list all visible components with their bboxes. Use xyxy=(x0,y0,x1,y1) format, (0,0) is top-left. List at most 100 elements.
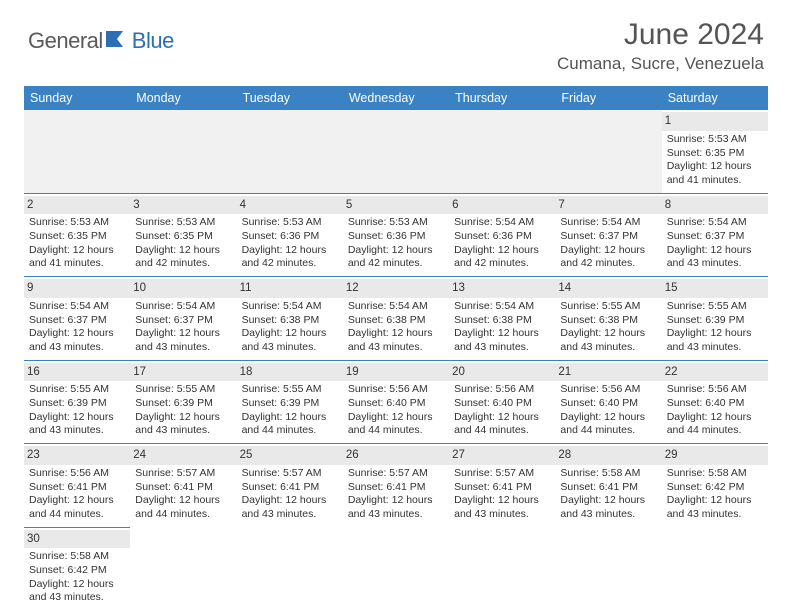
day-number: 4 xyxy=(237,196,343,215)
day-number: 29 xyxy=(662,446,768,465)
daylight-line: Daylight: 12 hours and 43 minutes. xyxy=(29,578,125,605)
sunset-line: Sunset: 6:40 PM xyxy=(667,397,763,411)
daylight-line: Daylight: 12 hours and 41 minutes. xyxy=(29,244,125,271)
sunset-line: Sunset: 6:35 PM xyxy=(135,230,231,244)
empty-cell xyxy=(24,110,130,193)
sunset-line: Sunset: 6:41 PM xyxy=(454,481,550,495)
day-number: 16 xyxy=(24,363,130,382)
daylight-line: Daylight: 12 hours and 43 minutes. xyxy=(242,494,338,521)
daylight-line: Daylight: 12 hours and 44 minutes. xyxy=(135,494,231,521)
sunrise-line: Sunrise: 5:56 AM xyxy=(348,383,444,397)
sunrise-line: Sunrise: 5:55 AM xyxy=(242,383,338,397)
daylight-line: Daylight: 12 hours and 43 minutes. xyxy=(135,327,231,354)
empty-cell xyxy=(343,527,449,610)
brand-logo: General Blue xyxy=(28,28,174,54)
day-number: 3 xyxy=(130,196,236,215)
day-cell: 9Sunrise: 5:54 AMSunset: 6:37 PMDaylight… xyxy=(24,277,130,361)
sunrise-line: Sunrise: 5:53 AM xyxy=(348,216,444,230)
flag-icon xyxy=(105,29,131,54)
weekday-header: Sunday xyxy=(24,86,130,110)
sunrise-line: Sunrise: 5:57 AM xyxy=(348,467,444,481)
weekday-header: Thursday xyxy=(449,86,555,110)
day-number: 30 xyxy=(24,530,130,549)
sunset-line: Sunset: 6:41 PM xyxy=(560,481,656,495)
day-number: 6 xyxy=(449,196,555,215)
day-number: 2 xyxy=(24,196,130,215)
sunrise-line: Sunrise: 5:54 AM xyxy=(560,216,656,230)
day-number: 18 xyxy=(237,363,343,382)
sunset-line: Sunset: 6:37 PM xyxy=(560,230,656,244)
day-number: 5 xyxy=(343,196,449,215)
daylight-line: Daylight: 12 hours and 44 minutes. xyxy=(454,411,550,438)
day-cell: 23Sunrise: 5:56 AMSunset: 6:41 PMDayligh… xyxy=(24,444,130,528)
sunset-line: Sunset: 6:40 PM xyxy=(454,397,550,411)
daylight-line: Daylight: 12 hours and 44 minutes. xyxy=(242,411,338,438)
day-number: 8 xyxy=(662,196,768,215)
daylight-line: Daylight: 12 hours and 43 minutes. xyxy=(454,327,550,354)
day-number: 15 xyxy=(662,279,768,298)
sunrise-line: Sunrise: 5:55 AM xyxy=(29,383,125,397)
sunrise-line: Sunrise: 5:57 AM xyxy=(135,467,231,481)
day-cell: 2Sunrise: 5:53 AMSunset: 6:35 PMDaylight… xyxy=(24,193,130,277)
weekday-row: SundayMondayTuesdayWednesdayThursdayFrid… xyxy=(24,86,768,110)
sunset-line: Sunset: 6:36 PM xyxy=(454,230,550,244)
sunrise-line: Sunrise: 5:56 AM xyxy=(29,467,125,481)
day-cell: 7Sunrise: 5:54 AMSunset: 6:37 PMDaylight… xyxy=(555,193,661,277)
day-number: 24 xyxy=(130,446,236,465)
sunrise-line: Sunrise: 5:58 AM xyxy=(560,467,656,481)
sunset-line: Sunset: 6:40 PM xyxy=(560,397,656,411)
sunrise-line: Sunrise: 5:57 AM xyxy=(242,467,338,481)
day-cell: 29Sunrise: 5:58 AMSunset: 6:42 PMDayligh… xyxy=(662,444,768,528)
daylight-line: Daylight: 12 hours and 43 minutes. xyxy=(29,411,125,438)
empty-cell xyxy=(343,110,449,193)
sunset-line: Sunset: 6:39 PM xyxy=(667,314,763,328)
weekday-header: Friday xyxy=(555,86,661,110)
day-cell: 15Sunrise: 5:55 AMSunset: 6:39 PMDayligh… xyxy=(662,277,768,361)
sunset-line: Sunset: 6:41 PM xyxy=(242,481,338,495)
calendar-row: 2Sunrise: 5:53 AMSunset: 6:35 PMDaylight… xyxy=(24,193,768,277)
day-number: 12 xyxy=(343,279,449,298)
weekday-header: Tuesday xyxy=(237,86,343,110)
empty-cell xyxy=(130,527,236,610)
day-cell: 19Sunrise: 5:56 AMSunset: 6:40 PMDayligh… xyxy=(343,360,449,444)
day-number: 21 xyxy=(555,363,661,382)
daylight-line: Daylight: 12 hours and 44 minutes. xyxy=(560,411,656,438)
day-cell: 16Sunrise: 5:55 AMSunset: 6:39 PMDayligh… xyxy=(24,360,130,444)
day-number: 10 xyxy=(130,279,236,298)
daylight-line: Daylight: 12 hours and 43 minutes. xyxy=(29,327,125,354)
brand-text-1: General xyxy=(28,28,103,54)
sunset-line: Sunset: 6:35 PM xyxy=(29,230,125,244)
sunrise-line: Sunrise: 5:54 AM xyxy=(29,300,125,314)
day-number: 23 xyxy=(24,446,130,465)
weekday-header: Saturday xyxy=(662,86,768,110)
day-number: 9 xyxy=(24,279,130,298)
calendar-row: 30Sunrise: 5:58 AMSunset: 6:42 PMDayligh… xyxy=(24,527,768,610)
day-number: 27 xyxy=(449,446,555,465)
daylight-line: Daylight: 12 hours and 43 minutes. xyxy=(242,327,338,354)
daylight-line: Daylight: 12 hours and 42 minutes. xyxy=(560,244,656,271)
day-cell: 1Sunrise: 5:53 AMSunset: 6:35 PMDaylight… xyxy=(662,110,768,193)
sunset-line: Sunset: 6:38 PM xyxy=(560,314,656,328)
day-cell: 6Sunrise: 5:54 AMSunset: 6:36 PMDaylight… xyxy=(449,193,555,277)
empty-cell xyxy=(237,527,343,610)
day-cell: 5Sunrise: 5:53 AMSunset: 6:36 PMDaylight… xyxy=(343,193,449,277)
sunset-line: Sunset: 6:35 PM xyxy=(667,147,763,161)
sunset-line: Sunset: 6:36 PM xyxy=(242,230,338,244)
day-number: 26 xyxy=(343,446,449,465)
sunrise-line: Sunrise: 5:56 AM xyxy=(454,383,550,397)
sunrise-line: Sunrise: 5:56 AM xyxy=(560,383,656,397)
empty-cell xyxy=(237,110,343,193)
sunrise-line: Sunrise: 5:53 AM xyxy=(135,216,231,230)
sunrise-line: Sunrise: 5:58 AM xyxy=(29,550,125,564)
daylight-line: Daylight: 12 hours and 44 minutes. xyxy=(348,411,444,438)
weekday-header: Wednesday xyxy=(343,86,449,110)
sunrise-line: Sunrise: 5:58 AM xyxy=(667,467,763,481)
day-number: 19 xyxy=(343,363,449,382)
sunrise-line: Sunrise: 5:54 AM xyxy=(242,300,338,314)
day-cell: 18Sunrise: 5:55 AMSunset: 6:39 PMDayligh… xyxy=(237,360,343,444)
calendar-body: 1Sunrise: 5:53 AMSunset: 6:35 PMDaylight… xyxy=(24,110,768,610)
sunset-line: Sunset: 6:39 PM xyxy=(29,397,125,411)
sunset-line: Sunset: 6:38 PM xyxy=(348,314,444,328)
month-title: June 2024 xyxy=(557,18,764,52)
day-number: 28 xyxy=(555,446,661,465)
